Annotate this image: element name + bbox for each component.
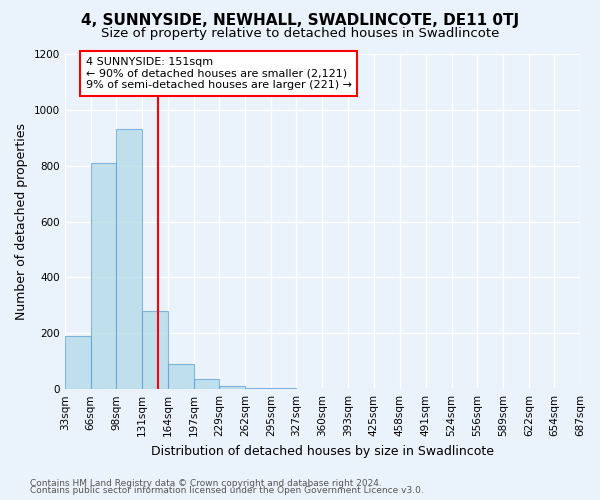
Bar xyxy=(65,336,91,389)
Bar xyxy=(219,386,245,389)
Text: Contains HM Land Registry data © Crown copyright and database right 2024.: Contains HM Land Registry data © Crown c… xyxy=(30,478,382,488)
Text: Size of property relative to detached houses in Swadlincote: Size of property relative to detached ho… xyxy=(101,28,499,40)
Y-axis label: Number of detached properties: Number of detached properties xyxy=(15,123,28,320)
Bar xyxy=(194,380,219,389)
X-axis label: Distribution of detached houses by size in Swadlincote: Distribution of detached houses by size … xyxy=(151,444,494,458)
Bar xyxy=(168,364,194,389)
Bar xyxy=(271,388,296,389)
Text: 4 SUNNYSIDE: 151sqm
← 90% of detached houses are smaller (2,121)
9% of semi-deta: 4 SUNNYSIDE: 151sqm ← 90% of detached ho… xyxy=(86,57,352,90)
Bar xyxy=(245,388,271,389)
Text: 4, SUNNYSIDE, NEWHALL, SWADLINCOTE, DE11 0TJ: 4, SUNNYSIDE, NEWHALL, SWADLINCOTE, DE11… xyxy=(81,12,519,28)
Bar xyxy=(116,130,142,389)
Bar xyxy=(142,311,168,389)
Bar xyxy=(91,163,116,389)
Text: Contains public sector information licensed under the Open Government Licence v3: Contains public sector information licen… xyxy=(30,486,424,495)
